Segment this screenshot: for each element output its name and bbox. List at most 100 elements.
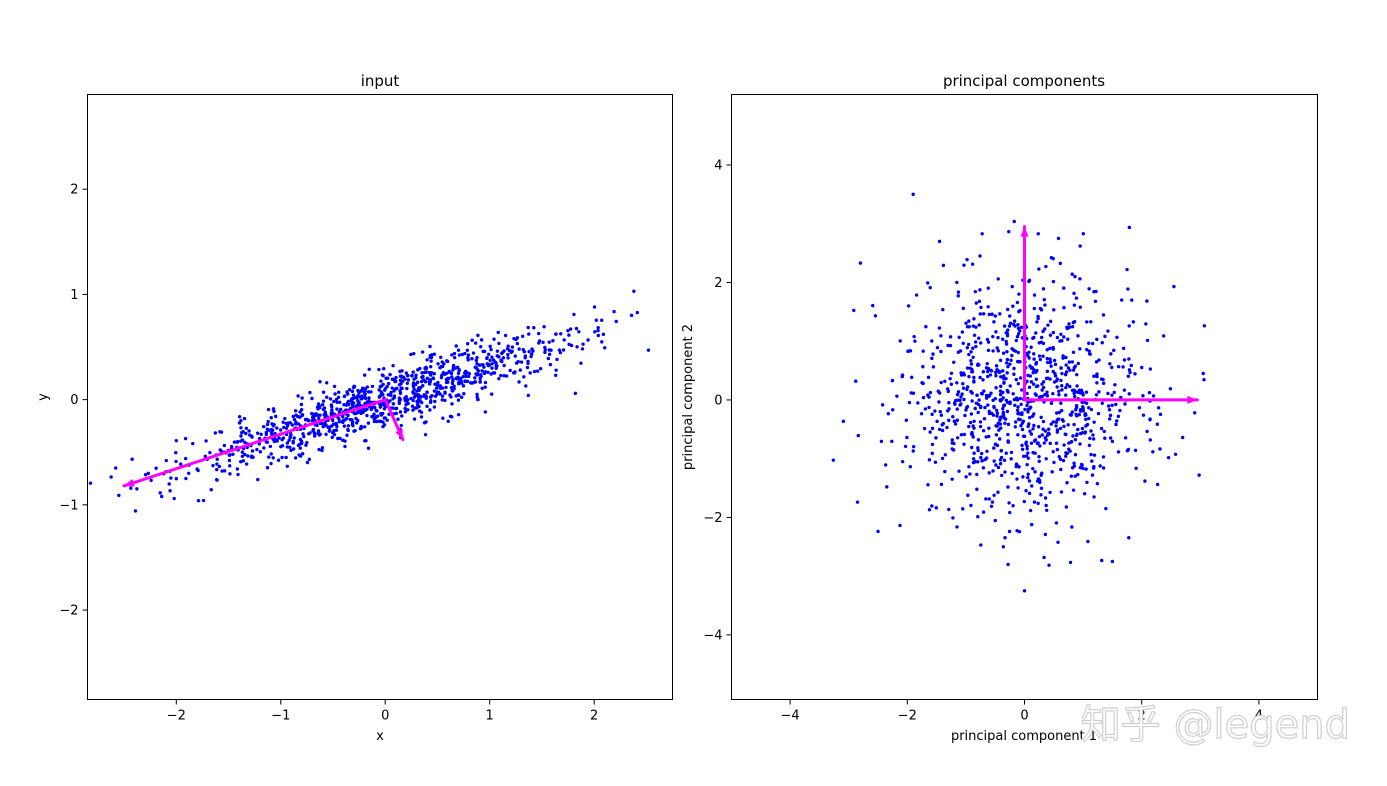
data-point: [1034, 384, 1039, 389]
data-point: [945, 425, 949, 430]
data-point: [999, 375, 1003, 379]
data-point: [1049, 422, 1053, 426]
data-point: [931, 352, 935, 356]
data-point: [567, 342, 571, 347]
data-point: [471, 351, 476, 355]
data-point: [392, 389, 396, 393]
data-point: [1068, 368, 1072, 372]
data-point: [329, 424, 334, 428]
data-point: [517, 380, 521, 384]
data-point: [1133, 448, 1138, 453]
data-point: [461, 374, 465, 379]
data-point: [566, 328, 570, 333]
data-point: [501, 356, 506, 360]
data-point: [1049, 364, 1053, 368]
data-point: [240, 454, 245, 458]
data-point: [362, 373, 367, 377]
data-point: [1007, 529, 1012, 534]
data-point: [450, 402, 454, 406]
data-point: [1042, 555, 1046, 560]
data-point: [1006, 485, 1010, 489]
data-point: [1021, 419, 1026, 423]
data-point: [416, 368, 420, 372]
data-point: [981, 466, 986, 470]
data-point: [961, 306, 965, 311]
data-point: [1074, 403, 1079, 408]
data-point: [904, 418, 909, 422]
data-point: [443, 390, 447, 394]
data-point: [1119, 298, 1124, 302]
data-point: [1026, 451, 1030, 455]
data-point: [473, 376, 477, 380]
data-point: [359, 426, 364, 430]
data-point: [388, 372, 392, 377]
data-point: [1078, 409, 1083, 413]
data-point: [975, 487, 979, 491]
data-point: [365, 413, 369, 418]
data-point: [213, 431, 218, 435]
data-point: [1036, 501, 1040, 506]
data-point: [351, 385, 356, 390]
data-point: [337, 390, 341, 394]
data-point: [986, 348, 991, 353]
data-point: [228, 453, 232, 457]
data-point: [452, 351, 457, 356]
data-point: [88, 481, 93, 485]
data-point: [236, 440, 240, 444]
data-point: [1091, 433, 1095, 437]
data-point: [489, 347, 493, 352]
data-point: [1001, 410, 1006, 415]
data-point: [499, 373, 503, 378]
data-point: [1082, 492, 1087, 496]
data-point: [1003, 421, 1007, 425]
data-point: [1068, 384, 1072, 389]
data-point: [995, 414, 999, 418]
data-point: [898, 523, 902, 528]
data-point: [1046, 323, 1050, 327]
data-point: [579, 361, 583, 365]
data-point: [1156, 406, 1161, 410]
data-point: [405, 381, 410, 386]
data-point: [1110, 393, 1114, 397]
data-point: [526, 393, 531, 398]
data-point: [994, 330, 998, 334]
data-point: [930, 504, 934, 508]
data-point: [1181, 435, 1185, 440]
data-point: [980, 232, 984, 236]
data-point: [987, 409, 991, 414]
data-point: [420, 400, 424, 405]
data-point: [1119, 395, 1123, 400]
data-point: [227, 464, 232, 468]
data-point: [300, 441, 304, 445]
data-point: [1013, 425, 1017, 429]
data-point: [1013, 324, 1017, 328]
data-point: [443, 372, 447, 376]
data-point: [1116, 414, 1121, 419]
data-point: [342, 394, 347, 399]
data-point: [993, 314, 998, 318]
data-point: [538, 366, 543, 371]
data-point: [428, 365, 433, 369]
data-point: [1041, 385, 1046, 390]
data-point: [452, 384, 456, 388]
data-point: [1044, 457, 1048, 461]
data-point: [1039, 415, 1043, 420]
data-point: [969, 350, 973, 354]
data-point: [487, 363, 492, 367]
data-point: [596, 325, 600, 330]
data-point: [1031, 382, 1036, 386]
data-point: [999, 449, 1003, 453]
data-point: [1088, 352, 1092, 356]
data-point: [965, 346, 970, 350]
data-point: [1041, 329, 1045, 334]
data-point: [366, 421, 371, 425]
data-point: [908, 465, 913, 469]
y-tick-label: −1: [59, 498, 78, 513]
arrow-head: [395, 428, 403, 440]
data-point: [450, 375, 454, 379]
data-point: [959, 433, 964, 437]
data-point: [343, 418, 347, 422]
data-point: [959, 395, 963, 399]
data-point: [955, 407, 959, 411]
